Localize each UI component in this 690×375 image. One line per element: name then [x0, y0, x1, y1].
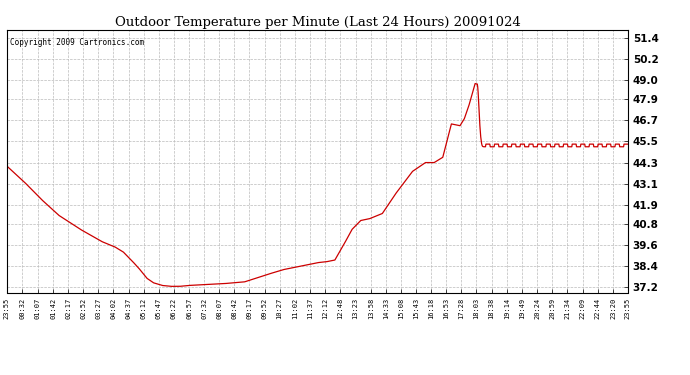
Text: Copyright 2009 Cartronics.com: Copyright 2009 Cartronics.com	[10, 38, 144, 47]
Title: Outdoor Temperature per Minute (Last 24 Hours) 20091024: Outdoor Temperature per Minute (Last 24 …	[115, 16, 520, 29]
